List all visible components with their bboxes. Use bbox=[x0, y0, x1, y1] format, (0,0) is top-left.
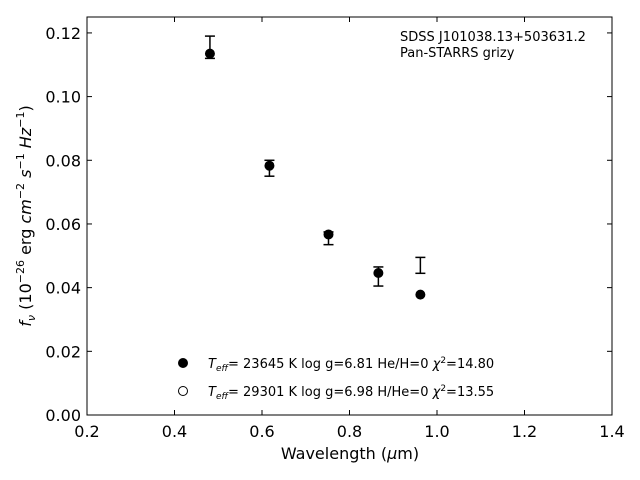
y-tick-label: 0.02 bbox=[45, 342, 81, 361]
x-axis-label-main: Wavelength ( bbox=[281, 444, 387, 463]
x-tick-label: 0.4 bbox=[162, 422, 187, 441]
y-tick-label: 0.06 bbox=[45, 215, 81, 234]
y-axis-ticks: 0.00 0.02 0.04 0.06 0.08 0.10 0.12 bbox=[45, 24, 612, 425]
x-tick-label: 1.0 bbox=[424, 422, 449, 441]
legend-marker-filled bbox=[178, 358, 188, 368]
y-tick-label: 0.12 bbox=[45, 24, 81, 43]
model-point-filled bbox=[373, 267, 384, 278]
model-points bbox=[204, 48, 426, 300]
object-name: SDSS J101038.13+503631.2 bbox=[400, 30, 586, 45]
y-axis-label: fν (10−26 erg cm−2 s−1 Hz−1) bbox=[14, 105, 38, 326]
model-point-filled bbox=[323, 229, 334, 240]
observed-errorbars bbox=[204, 35, 426, 287]
survey-name: Pan-STARRS grizy bbox=[400, 46, 515, 61]
x-axis-label-mu: μ bbox=[386, 444, 397, 463]
y-tick-label: 0.10 bbox=[45, 88, 81, 107]
legend-entry-1: Teff= 23645 K log g=6.81 He/H=0 χ2=14.80 bbox=[208, 356, 494, 374]
x-axis-ticks: 0.2 0.4 0.6 0.8 1.0 1.2 1.4 bbox=[74, 17, 625, 441]
y-tick-label: 0.00 bbox=[45, 406, 81, 425]
model-point-filled bbox=[415, 289, 426, 300]
y-tick-label: 0.04 bbox=[45, 279, 81, 298]
x-axis-label-unit: m) bbox=[397, 444, 419, 463]
x-tick-label: 0.8 bbox=[337, 422, 362, 441]
legend-entry-2: Teff= 29301 K log g=6.98 H/He=0 χ2=13.55 bbox=[208, 384, 494, 402]
x-tick-label: 0.2 bbox=[74, 422, 99, 441]
x-tick-label: 0.6 bbox=[249, 422, 274, 441]
x-axis-label: Wavelength (μm) bbox=[281, 444, 419, 463]
model-point-filled bbox=[204, 48, 215, 59]
x-tick-label: 1.2 bbox=[512, 422, 537, 441]
legend-marker-open bbox=[178, 386, 188, 396]
x-tick-label: 1.4 bbox=[599, 422, 624, 441]
y-tick-label: 0.08 bbox=[45, 151, 81, 170]
plot-frame bbox=[86, 16, 613, 416]
legend: Teff= 23645 K log g=6.81 He/H=0 χ2=14.80… bbox=[178, 356, 494, 402]
model-point-filled bbox=[264, 160, 275, 171]
